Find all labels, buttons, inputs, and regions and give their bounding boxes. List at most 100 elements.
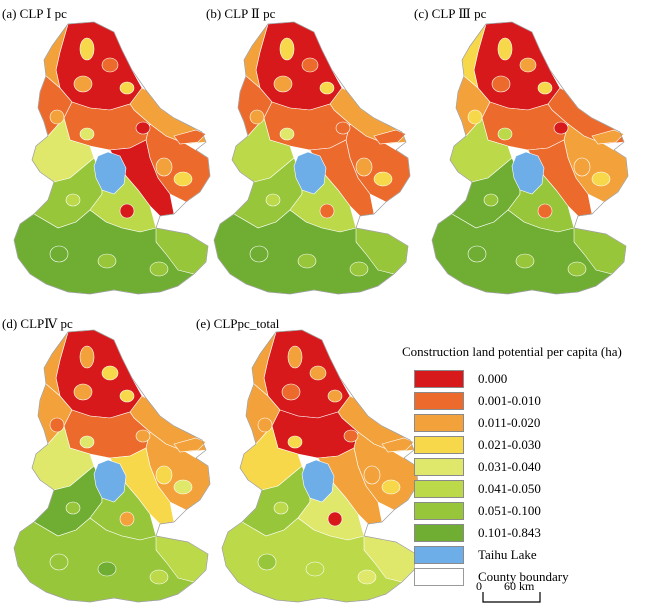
- legend-label-0: 0.000: [478, 371, 508, 386]
- panel-e-label: (e) CLPpc_total: [196, 316, 280, 331]
- county-patch: [355, 157, 373, 177]
- county-patch: [515, 253, 535, 269]
- island: [373, 129, 407, 145]
- county-patch: [49, 553, 69, 571]
- county-patch: [553, 121, 569, 135]
- region-outline: [213, 21, 411, 295]
- county-patch: [273, 501, 289, 515]
- map-panel-e: [221, 329, 419, 603]
- county-patch: [135, 429, 151, 443]
- county-group-north-core: [473, 22, 561, 111]
- county-patch: [265, 193, 281, 207]
- panel-c-label: (c) CLP Ⅲ pc: [414, 6, 487, 21]
- county-patch: [135, 121, 151, 135]
- legend-swatch-7: [414, 524, 464, 542]
- county-patch: [249, 109, 265, 125]
- legend-swatch-8: [414, 546, 464, 564]
- legend-swatch-4: [414, 458, 464, 476]
- legend-swatch-1: [414, 392, 464, 410]
- county-patch: [297, 253, 317, 269]
- legend-label-7: 0.101-0.843: [478, 525, 541, 540]
- region-outline: [221, 329, 419, 603]
- county-patch: [491, 75, 511, 93]
- legend-swatch-5: [414, 480, 464, 498]
- panel-d-label: (d) CLPⅣ pc: [2, 316, 73, 331]
- island: [591, 129, 625, 145]
- county-patch: [537, 203, 553, 219]
- panel-b-label: (b) CLP Ⅱ pc: [206, 6, 276, 21]
- county-patch: [305, 561, 325, 577]
- map-panel-c: [431, 21, 629, 295]
- county-patch: [319, 203, 335, 219]
- county-patch: [101, 365, 119, 381]
- county-patch: [119, 81, 135, 95]
- county-patch: [65, 501, 81, 515]
- taihu-lake: [511, 151, 545, 195]
- county-patch: [149, 569, 169, 585]
- legend-swatch-3: [414, 436, 464, 454]
- county-patch: [279, 37, 295, 61]
- county-patch: [97, 561, 117, 577]
- county-patch: [497, 37, 513, 61]
- county-patch: [173, 479, 193, 495]
- county-patch: [483, 193, 499, 207]
- county-patch: [287, 345, 303, 369]
- map-panel-d: [13, 329, 211, 603]
- county-patch: [343, 429, 359, 443]
- panel-a-label: (a) CLP Ⅰ pc: [2, 6, 67, 21]
- legend-swatch-6: [414, 502, 464, 520]
- county-patch: [149, 261, 169, 277]
- county-patch: [301, 57, 319, 73]
- scale-bar-line: [482, 592, 541, 603]
- county-patch: [349, 261, 369, 277]
- county-patch: [49, 417, 65, 433]
- taihu-lake: [301, 459, 335, 503]
- island: [381, 437, 415, 453]
- county-patch: [373, 171, 393, 187]
- county-patch: [273, 75, 293, 93]
- county-patch: [467, 245, 487, 263]
- region-outline: [13, 21, 211, 295]
- scale-distance-label: 60 km: [504, 579, 535, 593]
- region-outline: [431, 21, 629, 295]
- county-patch: [79, 345, 95, 369]
- county-patch: [49, 245, 69, 263]
- scale-bar: 0 60 km: [476, 579, 596, 610]
- legend-label-2: 0.011-0.020: [478, 415, 541, 430]
- county-patch: [327, 511, 343, 527]
- county-patch: [309, 365, 327, 381]
- county-patch: [73, 75, 93, 93]
- county-patch: [279, 127, 295, 141]
- legend-label-4: 0.031-0.040: [478, 459, 541, 474]
- county-patch: [119, 389, 135, 403]
- county-group-north-core: [255, 22, 343, 111]
- county-patch: [357, 569, 377, 585]
- county-patch: [79, 37, 95, 61]
- county-patch: [281, 383, 301, 401]
- county-patch: [537, 81, 553, 95]
- county-patch: [287, 435, 303, 449]
- county-patch: [327, 389, 343, 403]
- map-panel-b: [213, 21, 411, 295]
- county-patch: [49, 109, 65, 125]
- county-patch: [257, 553, 277, 571]
- region-outline: [13, 329, 211, 603]
- county-group-north-core: [263, 330, 351, 419]
- county-patch: [257, 417, 273, 433]
- county-patch: [155, 157, 173, 177]
- county-group-north-core: [55, 330, 143, 419]
- county-patch: [381, 479, 401, 495]
- legend-title: Construction land potential per capita (…: [402, 344, 622, 359]
- legend-swatch-0: [414, 370, 464, 388]
- legend-label-8: Taihu Lake: [478, 547, 537, 562]
- county-patch: [363, 465, 381, 485]
- taihu-lake: [293, 151, 327, 195]
- county-patch: [335, 121, 351, 135]
- county-patch: [97, 253, 117, 269]
- county-patch: [467, 109, 483, 125]
- legend-swatch-2: [414, 414, 464, 432]
- legend-label-6: 0.051-0.100: [478, 503, 541, 518]
- county-patch: [591, 171, 611, 187]
- county-patch: [79, 127, 95, 141]
- island: [173, 129, 207, 145]
